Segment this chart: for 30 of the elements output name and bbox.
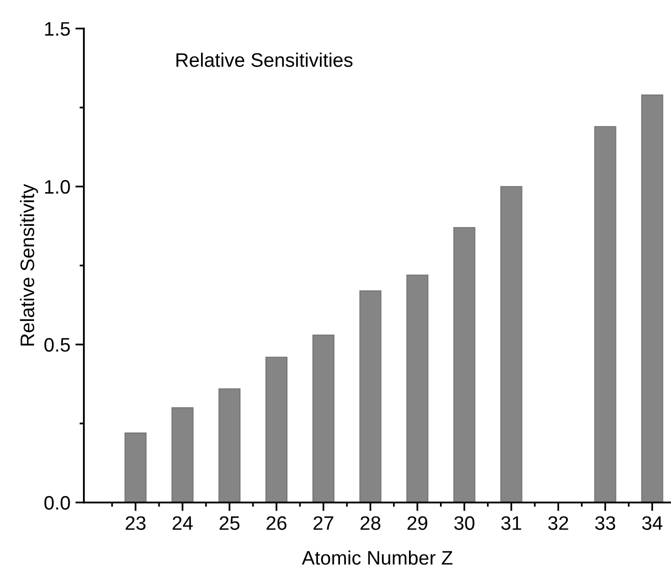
bar — [124, 432, 147, 502]
y-axis-title: Relative Sensitivity — [20, 184, 38, 346]
y-tick-label: 0.0 — [44, 496, 70, 510]
y-tick-label: 0.5 — [44, 338, 70, 352]
bar — [172, 407, 194, 502]
x-tick-label: 28 — [360, 516, 380, 530]
x-tick-label: 23 — [126, 516, 146, 530]
bar — [265, 356, 288, 502]
bar — [500, 186, 522, 502]
bar — [406, 274, 428, 502]
x-tick-label: 27 — [314, 516, 334, 530]
bar — [641, 94, 664, 502]
y-tick-label: 1.5 — [45, 22, 70, 36]
bar — [312, 334, 334, 502]
x-tick-label: 34 — [642, 516, 662, 530]
bar — [218, 388, 240, 502]
x-tick-label: 25 — [220, 516, 240, 530]
text: Relative Sensitivities — [176, 52, 352, 67]
x-tick-label: 33 — [595, 516, 616, 530]
x-tick-label: 30 — [454, 516, 474, 530]
x-tick-label: 24 — [172, 516, 193, 530]
y-tick-label: 1.0 — [45, 180, 70, 194]
x-tick-label: 29 — [408, 516, 428, 530]
x-tick-label: 32 — [548, 516, 568, 530]
x-tick-label: 26 — [266, 516, 286, 530]
bar — [359, 290, 382, 502]
bar — [453, 227, 476, 502]
x-tick-label: 31 — [501, 516, 522, 530]
x-axis-title: Atomic Number Z — [302, 550, 452, 565]
bar — [594, 126, 616, 502]
